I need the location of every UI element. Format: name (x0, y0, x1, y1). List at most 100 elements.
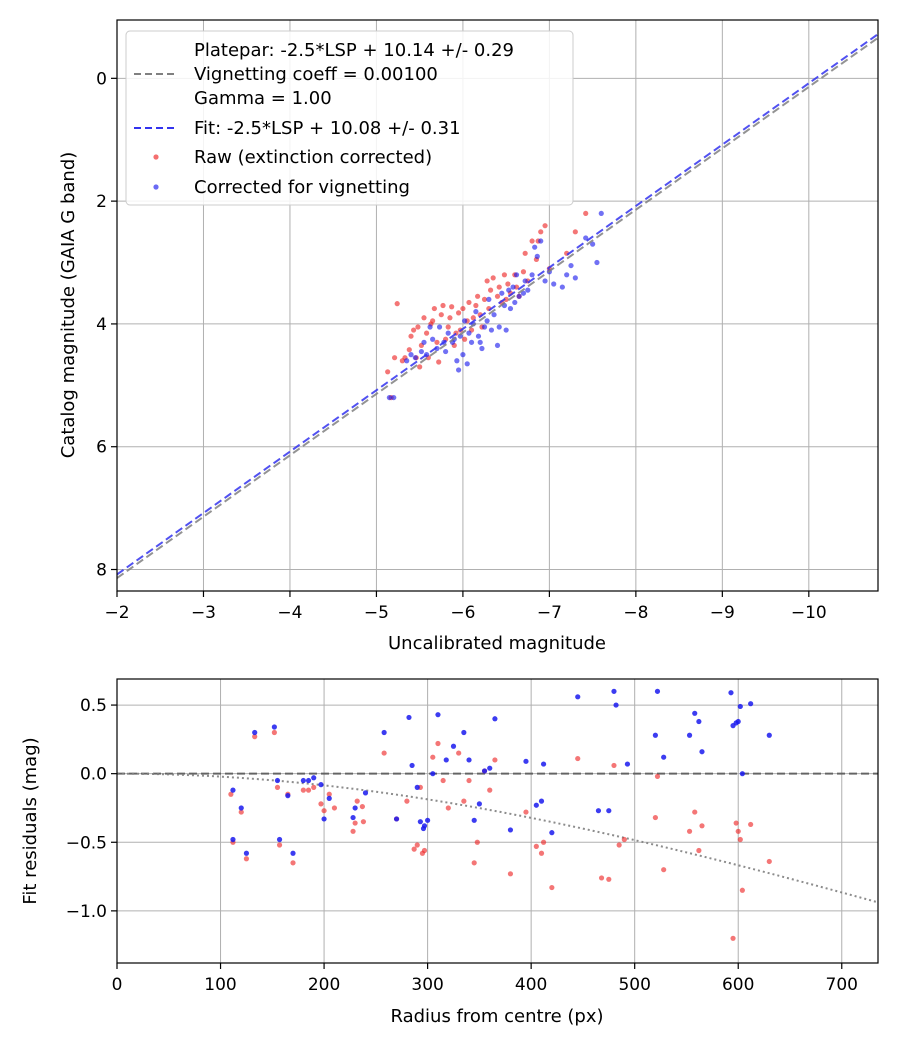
x-tick-label: −10 (791, 603, 827, 623)
x-tick-label: −8 (623, 603, 648, 623)
data-point (491, 312, 497, 318)
x-tick-label: 600 (722, 975, 754, 995)
bottom-points (228, 688, 772, 941)
data-point (359, 803, 365, 810)
data-point (305, 777, 312, 784)
data-point (613, 702, 619, 708)
data-point (276, 842, 283, 848)
data-point (575, 694, 581, 700)
bottom-y-axis-label: Fit residuals (mag) (20, 737, 41, 904)
data-point (522, 278, 528, 284)
data-point (331, 805, 338, 811)
data-point (311, 784, 317, 790)
data-point (624, 761, 631, 767)
data-point (466, 330, 472, 336)
y-tick-label: 0 (96, 69, 107, 89)
data-point (243, 856, 250, 862)
data-point (696, 718, 702, 725)
data-point (360, 819, 367, 825)
data-point (739, 771, 745, 777)
top-plot-frame (116, 19, 879, 592)
data-point (415, 324, 421, 330)
data-point (525, 287, 531, 293)
data-point (492, 716, 498, 722)
y-tick-label: −0.5 (66, 833, 107, 853)
data-point (425, 817, 431, 823)
data-point (454, 358, 460, 364)
data-point (692, 809, 698, 815)
data-point (362, 790, 369, 796)
bottom-x-axis-label: Radius from centre (px) (390, 1006, 603, 1027)
data-point (487, 787, 493, 793)
data-point (457, 333, 463, 339)
data-point (354, 798, 360, 804)
data-point (443, 348, 449, 355)
x-tick-label: 400 (515, 975, 547, 995)
data-point (484, 318, 490, 324)
legend-corrected-label: Corrected for vignetting (194, 177, 410, 198)
y-tick-label: 0.5 (80, 696, 107, 716)
x-tick-label: 100 (204, 975, 236, 995)
data-point (572, 275, 578, 281)
data-point (391, 355, 398, 361)
data-point (533, 802, 539, 808)
data-point (540, 761, 547, 767)
x-tick-label: −2 (104, 603, 129, 623)
data-point (475, 333, 482, 339)
data-point (512, 299, 518, 306)
data-point (466, 777, 472, 784)
data-point (540, 839, 547, 845)
legend-raw-label: Raw (extinction corrected) (194, 147, 432, 168)
data-point (654, 773, 661, 780)
data-point (276, 836, 283, 843)
data-point (300, 787, 306, 793)
data-point (318, 782, 324, 788)
data-point (606, 876, 612, 882)
data-point (435, 740, 441, 747)
legend-platepar-line1: Platepar: -2.5*LSP + 10.14 +/- 0.29 (194, 40, 514, 61)
legend-platepar-line3: Gamma = 1.00 (194, 88, 332, 109)
data-point (735, 828, 741, 834)
data-point (393, 816, 400, 822)
data-point (464, 361, 470, 367)
data-point (436, 324, 443, 330)
top-x-axis-label: Uncalibrated magnitude (388, 633, 606, 654)
data-point (505, 281, 511, 287)
data-point (445, 324, 451, 330)
data-point (520, 269, 527, 275)
data-point (408, 352, 414, 358)
data-point (430, 771, 436, 777)
data-point (549, 830, 555, 836)
data-point (481, 324, 488, 330)
data-point (616, 842, 622, 848)
data-point (654, 688, 661, 694)
data-point (766, 858, 772, 865)
data-point (534, 253, 540, 259)
data-point (507, 871, 514, 877)
data-point (430, 754, 436, 760)
data-point (430, 318, 436, 324)
data-point (350, 814, 356, 821)
x-tick-label: −9 (710, 603, 735, 623)
data-point (466, 757, 472, 763)
legend-box (125, 30, 574, 206)
series-raw-extinction-corrected- (385, 210, 589, 401)
data-point (488, 327, 495, 333)
data-point (421, 315, 427, 321)
data-point (418, 348, 424, 355)
x-tick-label: −6 (450, 603, 475, 623)
data-point (499, 290, 505, 296)
data-point (435, 712, 441, 718)
data-point (686, 732, 693, 738)
data-point (450, 743, 457, 749)
data-point (590, 241, 596, 247)
data-point (538, 238, 544, 244)
data-point (436, 359, 442, 365)
y-tick-label: −1.0 (66, 902, 107, 922)
data-point (559, 284, 565, 290)
data-point (506, 287, 512, 293)
data-point (445, 805, 451, 811)
data-point (503, 296, 509, 302)
data-point (285, 793, 291, 799)
